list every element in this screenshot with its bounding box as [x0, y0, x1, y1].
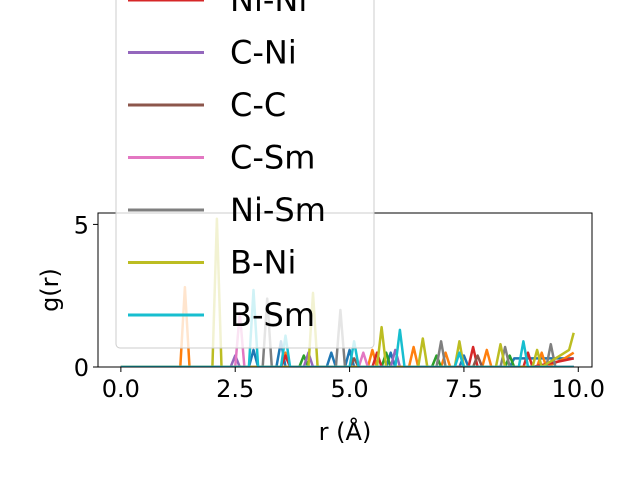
- legend-label: Ni-Ni: [230, 0, 307, 19]
- series-layer: [120, 217, 575, 367]
- series-line-3: [120, 351, 574, 367]
- legend-box: [115, 0, 375, 349]
- x-tick-label: 10.0: [552, 375, 605, 403]
- y-tick-label: 5: [74, 211, 89, 239]
- x-tick-label: 7.5: [445, 375, 483, 403]
- legend-label: Ni-Sm: [230, 191, 326, 229]
- x-tick-label: 2.5: [216, 375, 254, 403]
- series-line-4: [120, 345, 574, 367]
- y-axis-label: g(r): [36, 268, 64, 312]
- y-tick-label: 0: [74, 354, 89, 382]
- series-line-7: [120, 311, 574, 367]
- x-tick-label: 5.0: [330, 375, 368, 403]
- legend-label: B-Sm: [230, 296, 315, 334]
- series-line-2: [120, 285, 575, 367]
- x-tick-label: 0.0: [102, 375, 140, 403]
- tick-layer: 0.0 2.5 5.0 7.5 10.0 0 5: [74, 211, 605, 403]
- legend: Ni-Ni C-Ni C-C C-Sm Ni-Sm B-Ni B-Sm: [115, 0, 375, 349]
- legend-label: C-C: [230, 86, 286, 124]
- series-line-1: [120, 340, 574, 367]
- legend-label: C-Ni: [230, 34, 297, 72]
- legend-label: B-Ni: [230, 244, 296, 282]
- series-line-9: [120, 217, 575, 367]
- legend-label: C-Sm: [230, 139, 315, 177]
- x-axis-label: r (Å): [319, 417, 372, 446]
